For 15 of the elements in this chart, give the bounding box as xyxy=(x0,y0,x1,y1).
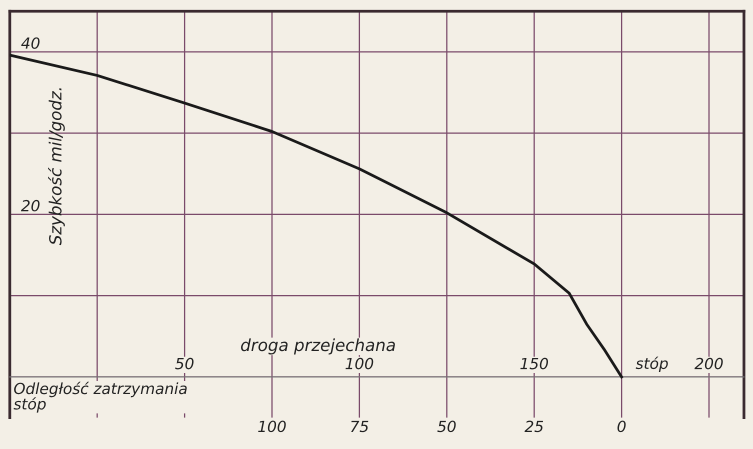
x2-tick-label: 25 xyxy=(524,420,544,432)
x-axis-title: droga przejechana xyxy=(241,338,395,354)
x-tick-label: 50 xyxy=(175,358,194,370)
y-tick-label: 40 xyxy=(21,37,40,49)
x-tick-label: 200 xyxy=(694,358,723,370)
x2-tick-label: 50 xyxy=(437,420,456,432)
x-tick-label: 150 xyxy=(520,358,548,370)
x2-tick-label: 100 xyxy=(258,420,286,432)
y-axis-title: Szybkość mil/godz. xyxy=(48,88,65,246)
x2-tick-label: 75 xyxy=(351,420,368,432)
x2-tick-label: 0 xyxy=(618,420,626,432)
y-tick-label: 20 xyxy=(20,200,40,212)
x-tick-label: 100 xyxy=(346,358,374,370)
annotation: stóp xyxy=(636,356,668,372)
x2-axis-title: Odległość zatrzymania stóp xyxy=(14,382,187,413)
